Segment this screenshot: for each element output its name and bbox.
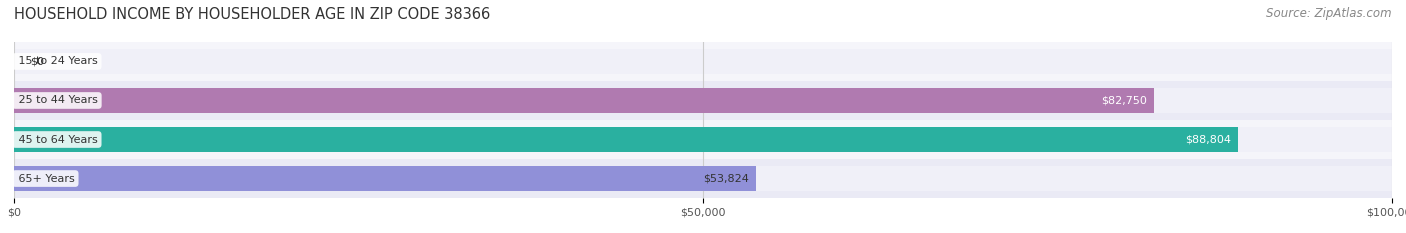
- Bar: [14, 88, 1154, 113]
- Text: $53,824: $53,824: [703, 174, 749, 184]
- Text: $88,804: $88,804: [1185, 134, 1230, 144]
- Text: Source: ZipAtlas.com: Source: ZipAtlas.com: [1267, 7, 1392, 20]
- Bar: [14, 159, 1392, 198]
- Text: 65+ Years: 65+ Years: [15, 174, 75, 184]
- Text: 25 to 44 Years: 25 to 44 Years: [15, 96, 98, 106]
- Text: 45 to 64 Years: 45 to 64 Years: [15, 134, 98, 144]
- Text: $0: $0: [31, 56, 45, 66]
- Bar: [14, 42, 1392, 81]
- Text: HOUSEHOLD INCOME BY HOUSEHOLDER AGE IN ZIP CODE 38366: HOUSEHOLD INCOME BY HOUSEHOLDER AGE IN Z…: [14, 7, 491, 22]
- Bar: [14, 81, 1392, 120]
- Bar: [14, 166, 1392, 191]
- Text: $82,750: $82,750: [1101, 96, 1147, 106]
- Bar: [14, 49, 1392, 74]
- Bar: [14, 88, 1392, 113]
- Text: 15 to 24 Years: 15 to 24 Years: [15, 56, 98, 66]
- Bar: [14, 166, 755, 191]
- Bar: [14, 127, 1392, 152]
- Bar: [14, 120, 1392, 159]
- Bar: [14, 127, 1237, 152]
